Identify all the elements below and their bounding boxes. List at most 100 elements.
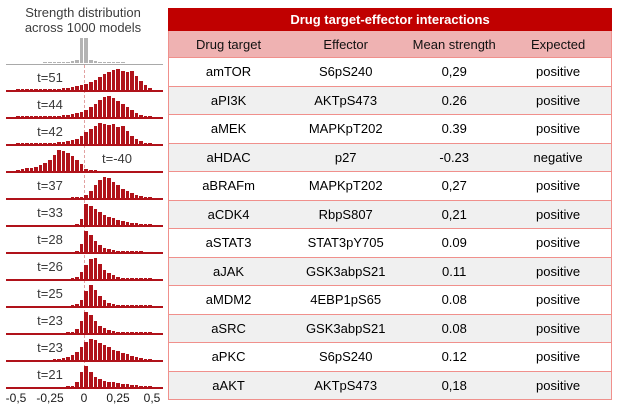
histogram-bar — [116, 126, 120, 144]
histogram-bar — [93, 209, 98, 225]
histogram-bar — [43, 163, 47, 171]
histogram-bar — [25, 143, 29, 144]
histogram-bar — [116, 331, 120, 333]
histogram-bar — [16, 89, 20, 90]
histogram-bar — [75, 276, 79, 279]
histogram-bar — [93, 79, 98, 90]
histogram-bars — [16, 146, 152, 171]
histogram-bar — [70, 278, 75, 279]
histogram-bar — [20, 89, 25, 90]
histogram-bars — [16, 308, 152, 333]
histogram-bar — [139, 278, 143, 279]
histogram-bars — [16, 38, 152, 63]
histogram-bar — [70, 114, 75, 117]
histogram-bar — [120, 62, 125, 63]
histogram-bar — [102, 269, 107, 279]
histogram-bar — [125, 354, 130, 360]
histogram-bar — [102, 97, 107, 117]
histogram-bar — [43, 88, 47, 90]
histogram-bar — [139, 223, 143, 225]
histogram-bar — [111, 218, 116, 225]
histogram-bar — [98, 343, 102, 360]
histogram-bar — [120, 125, 125, 144]
histogram-bar — [89, 285, 93, 306]
histogram-bar — [61, 358, 66, 360]
histogram-bar — [102, 328, 107, 333]
histogram-bar — [139, 358, 143, 360]
panel-title-line2: across 1000 models — [24, 20, 142, 35]
table-cell: 0.12 — [403, 342, 506, 371]
histogram-row-t=44: t=44 — [0, 92, 166, 119]
histogram-baseline — [6, 306, 163, 308]
histogram-bar — [66, 114, 70, 117]
histogram-bar — [84, 168, 88, 171]
histogram-bar — [120, 305, 125, 306]
histogram-bar — [111, 70, 116, 90]
histogram-bar — [66, 61, 70, 63]
table-row: aCDK4 RbpS807 0,21 positive — [168, 199, 612, 229]
histogram-bar — [111, 250, 116, 252]
histogram-bar — [120, 221, 125, 225]
histogram-bar — [111, 331, 116, 333]
histogram-row-t=28: t=28 — [0, 227, 166, 254]
histogram-bar — [148, 386, 152, 387]
histogram-bar — [116, 100, 120, 117]
histogram-bar — [143, 278, 148, 279]
table-cell: aHDAC — [168, 142, 289, 172]
histogram-bar — [89, 170, 93, 171]
histogram-bar — [84, 312, 88, 333]
histogram-bar — [75, 197, 79, 198]
histogram-bar — [125, 277, 130, 279]
table-cell: aMEK — [168, 114, 289, 143]
histogram-bar — [102, 247, 107, 252]
histogram-bar — [47, 115, 52, 117]
histogram-bar — [70, 140, 75, 144]
histogram-bar — [75, 113, 79, 117]
histogram-bar — [107, 71, 111, 90]
histogram-bar — [134, 223, 139, 225]
histogram-bar — [84, 194, 88, 198]
histogram-baseline — [6, 279, 163, 281]
histogram-bar — [57, 150, 61, 171]
histogram-bar — [79, 218, 84, 225]
histogram-bar — [143, 332, 148, 333]
histogram-bar — [98, 100, 102, 117]
histogram-bar — [143, 224, 148, 225]
histogram-bar — [134, 305, 139, 306]
histogram-bar — [148, 224, 152, 225]
histogram-bar — [143, 358, 148, 360]
histogram-bar — [61, 115, 66, 117]
histogram-bar — [89, 235, 93, 252]
histogram-bar — [75, 304, 79, 306]
histogram-bar — [57, 88, 61, 90]
histogram-bar — [125, 191, 130, 198]
histogram-bar — [66, 153, 70, 171]
histogram-bar — [125, 72, 130, 90]
t-value-label: t=26 — [37, 259, 63, 274]
histogram-bar — [148, 197, 152, 198]
histogram-bar — [84, 110, 88, 117]
histogram-bar — [111, 98, 116, 117]
t-value-label: t=37 — [37, 178, 63, 193]
table-cell: 0,27 — [403, 171, 506, 200]
table-cell: amTOR — [168, 57, 289, 86]
histogram-bar — [89, 371, 93, 387]
x-axis-tick: 0 — [80, 391, 88, 405]
histogram-bar — [52, 155, 57, 171]
histogram-bar — [47, 62, 52, 63]
x-axis-tick: 0,5 — [143, 391, 161, 405]
histogram-bar — [93, 289, 98, 306]
histogram-bar — [25, 116, 29, 117]
histogram-bar — [125, 332, 130, 333]
table-cell: aJAK — [168, 256, 289, 286]
histogram-bar — [98, 212, 102, 225]
t-value-label: t=21 — [37, 367, 63, 382]
histogram-bar — [29, 89, 34, 90]
t-value-label: t=-40 — [102, 151, 132, 166]
column-header: Expected — [505, 31, 612, 58]
histogram-bar — [139, 305, 143, 306]
histogram-bar — [66, 357, 70, 360]
histogram-bar — [130, 384, 134, 387]
table-cell: GSK3abpS21 — [288, 256, 404, 286]
histogram-bars — [16, 92, 152, 117]
